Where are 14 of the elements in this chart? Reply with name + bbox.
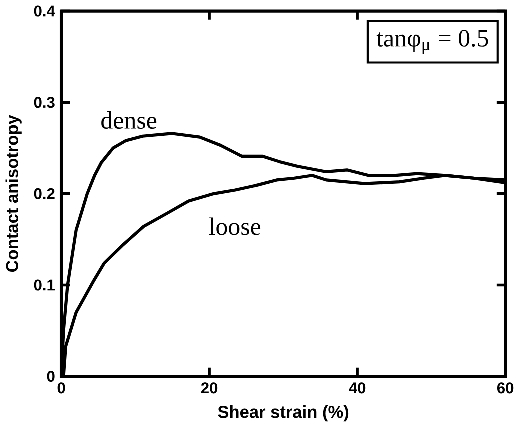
x-tick-label: 20 [201,382,218,394]
x-tick-label: 40 [349,382,366,394]
x-axis-title: Shear strain (%) [218,405,349,422]
series-label: dense [102,111,157,129]
y-tick-label: 0.1 [34,279,55,291]
x-tick-label: 0 [58,382,66,394]
annotation: tanφ$_{μ}$ = 0.5 [376,30,488,54]
y-tick-label: 0.2 [34,188,55,200]
y-tick-label: 0.4 [34,6,56,17]
y-axis-title: Contact anisotropy [6,114,22,272]
y-tick-label: 0.3 [34,96,55,108]
x-tick-label: 60 [497,382,514,394]
y-tick-label: 0 [47,370,55,382]
series-label: loose [209,217,261,236]
